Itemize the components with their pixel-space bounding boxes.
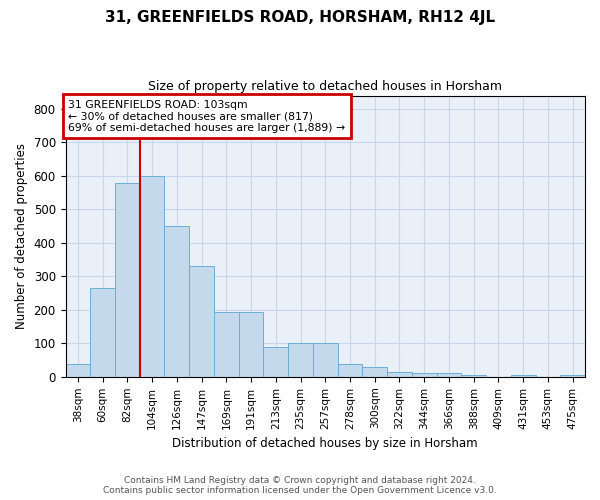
Bar (461, 375, 486, 377)
Bar (239, 312, 263, 377)
Text: Contains HM Land Registry data © Crown copyright and database right 2024.
Contai: Contains HM Land Registry data © Crown c… (103, 476, 497, 495)
Bar (214, 312, 239, 377)
Bar (115, 182, 140, 377)
Title: Size of property relative to detached houses in Horsham: Size of property relative to detached ho… (148, 80, 502, 93)
Y-axis label: Number of detached properties: Number of detached properties (15, 143, 28, 329)
Bar (65, 364, 90, 377)
Bar (511, 375, 536, 377)
Bar (263, 346, 288, 377)
Bar (338, 364, 362, 377)
Bar (412, 373, 437, 377)
Bar (140, 176, 164, 377)
Bar (437, 374, 461, 377)
Bar (387, 372, 412, 377)
Bar (362, 367, 387, 377)
Text: 31 GREENFIELDS ROAD: 103sqm
← 30% of detached houses are smaller (817)
69% of se: 31 GREENFIELDS ROAD: 103sqm ← 30% of det… (68, 100, 345, 133)
Text: 31, GREENFIELDS ROAD, HORSHAM, RH12 4JL: 31, GREENFIELDS ROAD, HORSHAM, RH12 4JL (105, 10, 495, 25)
Bar (164, 226, 189, 377)
Bar (313, 344, 338, 377)
Bar (189, 266, 214, 377)
X-axis label: Distribution of detached houses by size in Horsham: Distribution of detached houses by size … (172, 437, 478, 450)
Bar (90, 288, 115, 377)
Bar (288, 344, 313, 377)
Bar (560, 375, 585, 377)
